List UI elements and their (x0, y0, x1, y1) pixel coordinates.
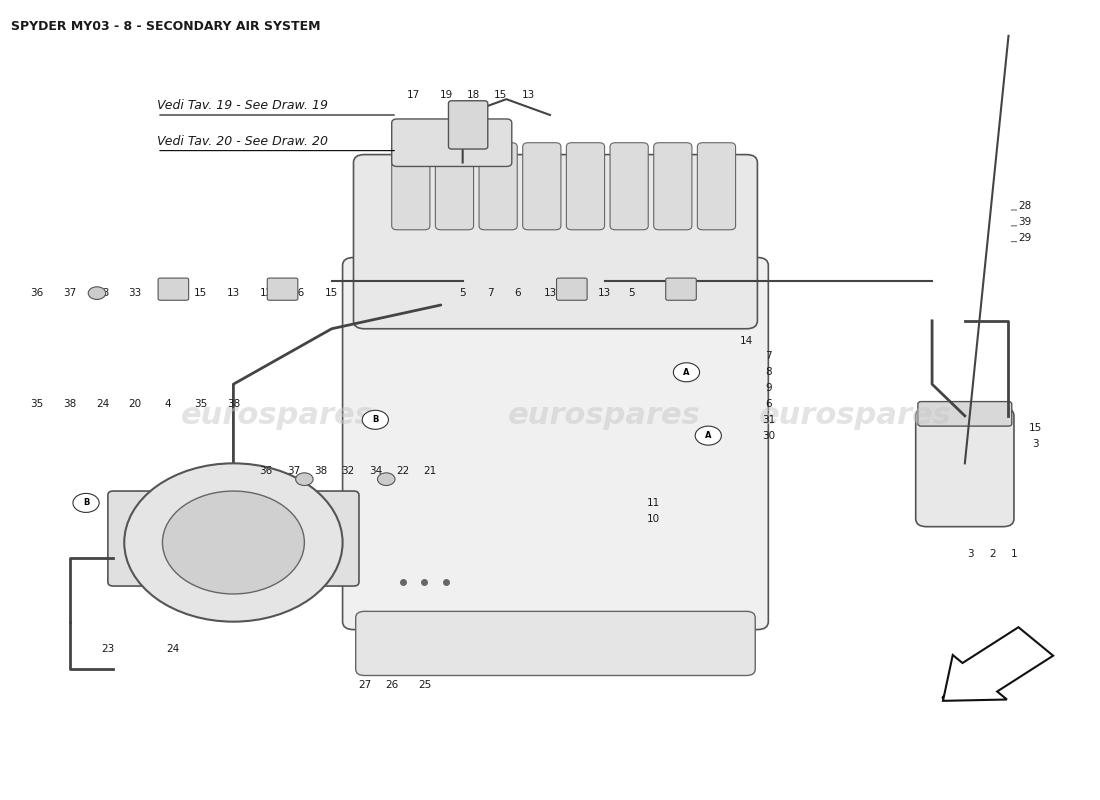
Text: 15: 15 (194, 288, 207, 298)
Text: 29: 29 (1019, 233, 1032, 242)
Text: 33: 33 (129, 288, 142, 298)
Text: 36: 36 (31, 288, 44, 298)
Text: 11: 11 (647, 498, 660, 508)
Text: A: A (683, 368, 690, 377)
Circle shape (88, 286, 106, 299)
Circle shape (73, 494, 99, 513)
Text: 36: 36 (260, 466, 273, 476)
Text: 5: 5 (628, 288, 635, 298)
Text: 31: 31 (761, 414, 776, 425)
Text: 18: 18 (468, 90, 481, 100)
Text: 38: 38 (96, 288, 109, 298)
Text: 23: 23 (101, 644, 114, 654)
FancyBboxPatch shape (917, 402, 1012, 426)
Text: B: B (82, 498, 89, 507)
Text: 25: 25 (418, 680, 431, 690)
FancyBboxPatch shape (449, 101, 487, 149)
FancyBboxPatch shape (522, 142, 561, 230)
FancyBboxPatch shape (392, 142, 430, 230)
Text: 4: 4 (165, 399, 172, 409)
Text: Vedi Tav. 19 - See Draw. 19: Vedi Tav. 19 - See Draw. 19 (157, 99, 328, 112)
Text: Vedi Tav. 20 - See Draw. 20: Vedi Tav. 20 - See Draw. 20 (157, 134, 328, 148)
Text: eurospares: eurospares (180, 402, 374, 430)
Text: 12: 12 (571, 288, 584, 298)
Text: 12: 12 (260, 288, 273, 298)
Text: 6: 6 (764, 399, 771, 409)
Text: 27: 27 (358, 680, 371, 690)
Text: 37: 37 (63, 288, 76, 298)
Text: B: B (372, 415, 378, 424)
Text: 38: 38 (63, 399, 76, 409)
Circle shape (673, 362, 700, 382)
Text: 2: 2 (989, 550, 996, 559)
Text: 35: 35 (31, 399, 44, 409)
Text: 16: 16 (293, 288, 306, 298)
Text: 15: 15 (494, 90, 507, 100)
Text: 6: 6 (514, 288, 520, 298)
Circle shape (163, 491, 305, 594)
Text: 39: 39 (1019, 217, 1032, 227)
Circle shape (695, 426, 722, 445)
FancyBboxPatch shape (666, 278, 696, 300)
FancyBboxPatch shape (697, 142, 736, 230)
Text: 37: 37 (287, 466, 300, 476)
Text: 38: 38 (315, 466, 328, 476)
FancyBboxPatch shape (436, 142, 474, 230)
Text: A: A (705, 431, 712, 440)
FancyArrow shape (943, 627, 1053, 701)
Text: 17: 17 (407, 90, 420, 100)
Circle shape (362, 410, 388, 430)
FancyBboxPatch shape (353, 154, 758, 329)
Text: 15: 15 (324, 288, 339, 298)
FancyBboxPatch shape (653, 142, 692, 230)
Text: 24: 24 (96, 399, 109, 409)
Text: 22: 22 (396, 466, 409, 476)
Text: 8: 8 (764, 367, 771, 378)
Text: 19: 19 (440, 90, 453, 100)
Text: 34: 34 (162, 288, 175, 298)
Text: 20: 20 (129, 399, 142, 409)
Text: 30: 30 (762, 430, 774, 441)
Text: 38: 38 (227, 399, 240, 409)
Text: 21: 21 (424, 466, 437, 476)
FancyBboxPatch shape (267, 278, 298, 300)
Text: 26: 26 (385, 680, 398, 690)
Text: 13: 13 (598, 288, 612, 298)
FancyBboxPatch shape (355, 611, 756, 675)
Text: 35: 35 (194, 399, 207, 409)
Text: eurospares: eurospares (508, 402, 701, 430)
Text: 34: 34 (368, 466, 382, 476)
Circle shape (377, 473, 395, 486)
Text: 3: 3 (967, 550, 974, 559)
FancyBboxPatch shape (915, 408, 1014, 526)
Text: eurospares: eurospares (759, 402, 952, 430)
FancyBboxPatch shape (557, 278, 587, 300)
FancyBboxPatch shape (478, 142, 517, 230)
Text: 28: 28 (1019, 201, 1032, 211)
Text: 10: 10 (647, 514, 660, 524)
Text: SPYDER MY03 - 8 - SECONDARY AIR SYSTEM: SPYDER MY03 - 8 - SECONDARY AIR SYSTEM (11, 20, 320, 33)
Text: 13: 13 (521, 90, 535, 100)
Text: 14: 14 (740, 336, 754, 346)
Text: 3: 3 (1033, 438, 1039, 449)
Text: 5: 5 (460, 288, 466, 298)
FancyBboxPatch shape (610, 142, 648, 230)
FancyBboxPatch shape (392, 119, 512, 166)
Text: 7: 7 (764, 351, 771, 362)
FancyBboxPatch shape (566, 142, 605, 230)
Text: 1: 1 (1011, 550, 1018, 559)
FancyBboxPatch shape (108, 491, 359, 586)
Text: 15: 15 (1030, 422, 1043, 433)
FancyBboxPatch shape (158, 278, 189, 300)
Circle shape (296, 473, 314, 486)
Text: 32: 32 (341, 466, 354, 476)
Text: 7: 7 (486, 288, 493, 298)
FancyBboxPatch shape (342, 258, 768, 630)
Text: 13: 13 (227, 288, 240, 298)
Text: 13: 13 (543, 288, 557, 298)
Text: 9: 9 (764, 383, 771, 393)
Text: 24: 24 (167, 644, 180, 654)
Circle shape (124, 463, 342, 622)
